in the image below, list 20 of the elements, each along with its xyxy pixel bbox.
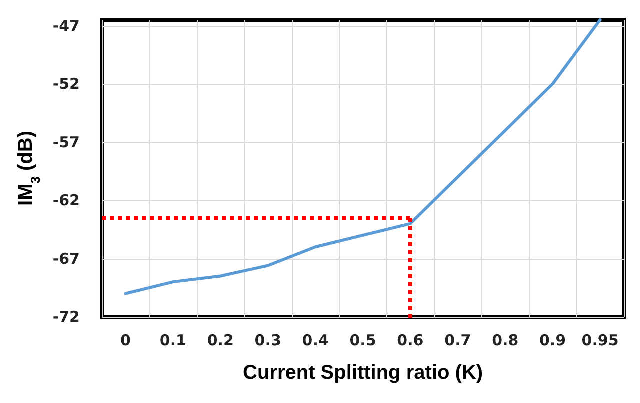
x-tick-label: 0 xyxy=(120,332,131,350)
x-axis-title: Current Splitting ratio (K) xyxy=(243,362,483,384)
x-tick-label: 0.4 xyxy=(302,332,329,350)
x-tick-label: 0.8 xyxy=(492,332,519,350)
x-tick-label: 0.7 xyxy=(444,332,472,350)
x-tick-label: 0.1 xyxy=(160,332,186,350)
y-tick-label: -52 xyxy=(52,75,80,94)
x-tick-label: 0.2 xyxy=(207,332,234,350)
y-tick-label: -72 xyxy=(52,308,80,326)
y-axis-title: IM3 (dB) xyxy=(15,131,43,206)
x-tick-label: 0.9 xyxy=(540,332,566,350)
x-tick-label: 0.6 xyxy=(397,332,424,350)
x-tick-label: 0.5 xyxy=(350,332,376,350)
y-tick-label: -67 xyxy=(52,250,80,268)
y-tick-label: -57 xyxy=(52,133,80,152)
x-tick-label: 0.3 xyxy=(254,332,282,350)
y-tick-label: -62 xyxy=(52,192,80,210)
line-series xyxy=(124,18,602,296)
y-tick-label: -47 xyxy=(52,16,80,35)
x-tick-label: 0.95 xyxy=(582,332,619,350)
